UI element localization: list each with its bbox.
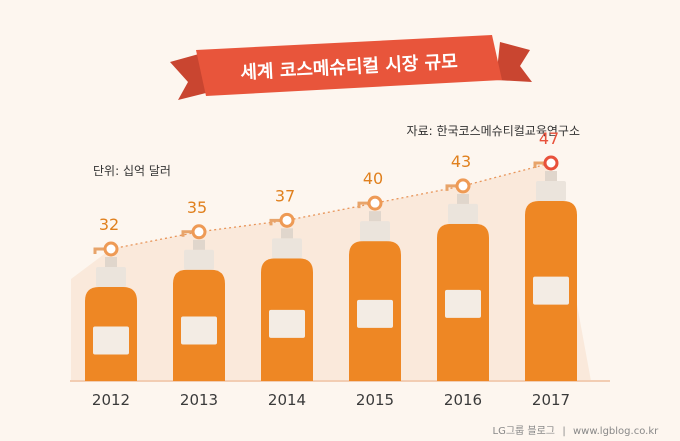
bottle-2012 — [85, 241, 137, 381]
data-point-marker — [103, 241, 119, 257]
year-label-2014: 2014 — [268, 391, 306, 409]
year-label-2013: 2013 — [180, 391, 218, 409]
year-label-2016: 2016 — [444, 391, 482, 409]
bottle-label — [269, 309, 305, 338]
bottle-cap — [448, 203, 478, 224]
bottle-cap — [184, 249, 214, 270]
footer-brand: LG그룹 블로그 — [493, 425, 556, 437]
bottle-neck — [105, 257, 117, 267]
footer-separator: | — [562, 426, 565, 437]
bottle-bars — [85, 155, 577, 381]
footer-url: www.lgblog.co.kr — [573, 426, 659, 437]
year-label-2017: 2017 — [532, 391, 570, 409]
bottle-neck — [281, 228, 293, 239]
bottle-cap — [536, 181, 566, 201]
data-point-marker — [367, 195, 383, 211]
bottle-cap — [96, 267, 126, 287]
trend-area — [71, 163, 591, 381]
data-point-marker — [455, 178, 471, 194]
banner-right-tail — [496, 42, 532, 82]
bottle-2017 — [525, 155, 577, 381]
bottle-label — [445, 289, 481, 318]
bottle-neck — [193, 239, 205, 250]
bottle-label — [357, 299, 393, 328]
value-label-2017: 47 — [539, 129, 559, 148]
data-point-marker — [191, 224, 207, 240]
bottle-cap — [272, 238, 302, 259]
year-label-2012: 2012 — [92, 391, 130, 409]
value-label-2015: 40 — [363, 169, 383, 188]
value-label-2013: 35 — [187, 198, 207, 217]
bottle-neck — [545, 171, 557, 181]
bottle-label — [181, 316, 217, 345]
value-label-2014: 37 — [275, 186, 295, 205]
bottle-label — [533, 276, 569, 305]
bottle-neck — [457, 193, 469, 204]
source-text: 자료: 한국코스메슈티컬교육연구소 — [407, 124, 580, 138]
bottle-2014 — [261, 212, 313, 381]
data-point-marker — [279, 212, 295, 228]
bottle-2016 — [437, 178, 489, 381]
value-label-2012: 32 — [99, 215, 119, 234]
bottle-2015 — [349, 195, 401, 381]
bottle-2013 — [173, 224, 225, 381]
bottle-neck — [369, 211, 381, 222]
banner-body — [196, 35, 502, 96]
year-label-2015: 2015 — [356, 391, 394, 409]
bottle-cap — [360, 221, 390, 242]
footer: LG그룹 블로그 | www.lgblog.co.kr — [493, 425, 660, 437]
data-point-marker — [543, 155, 559, 171]
value-label-2016: 43 — [451, 152, 471, 171]
title-banner: 세계 코스메슈티컬 시장 규모 — [170, 35, 532, 100]
year-tick-labels: 32 2012 35 2013 37 2014 40 2015 43 2016 47 2017 — [92, 129, 570, 409]
bottle-label — [93, 326, 129, 355]
unit-label: 단위: 십억 달러 — [93, 164, 171, 178]
